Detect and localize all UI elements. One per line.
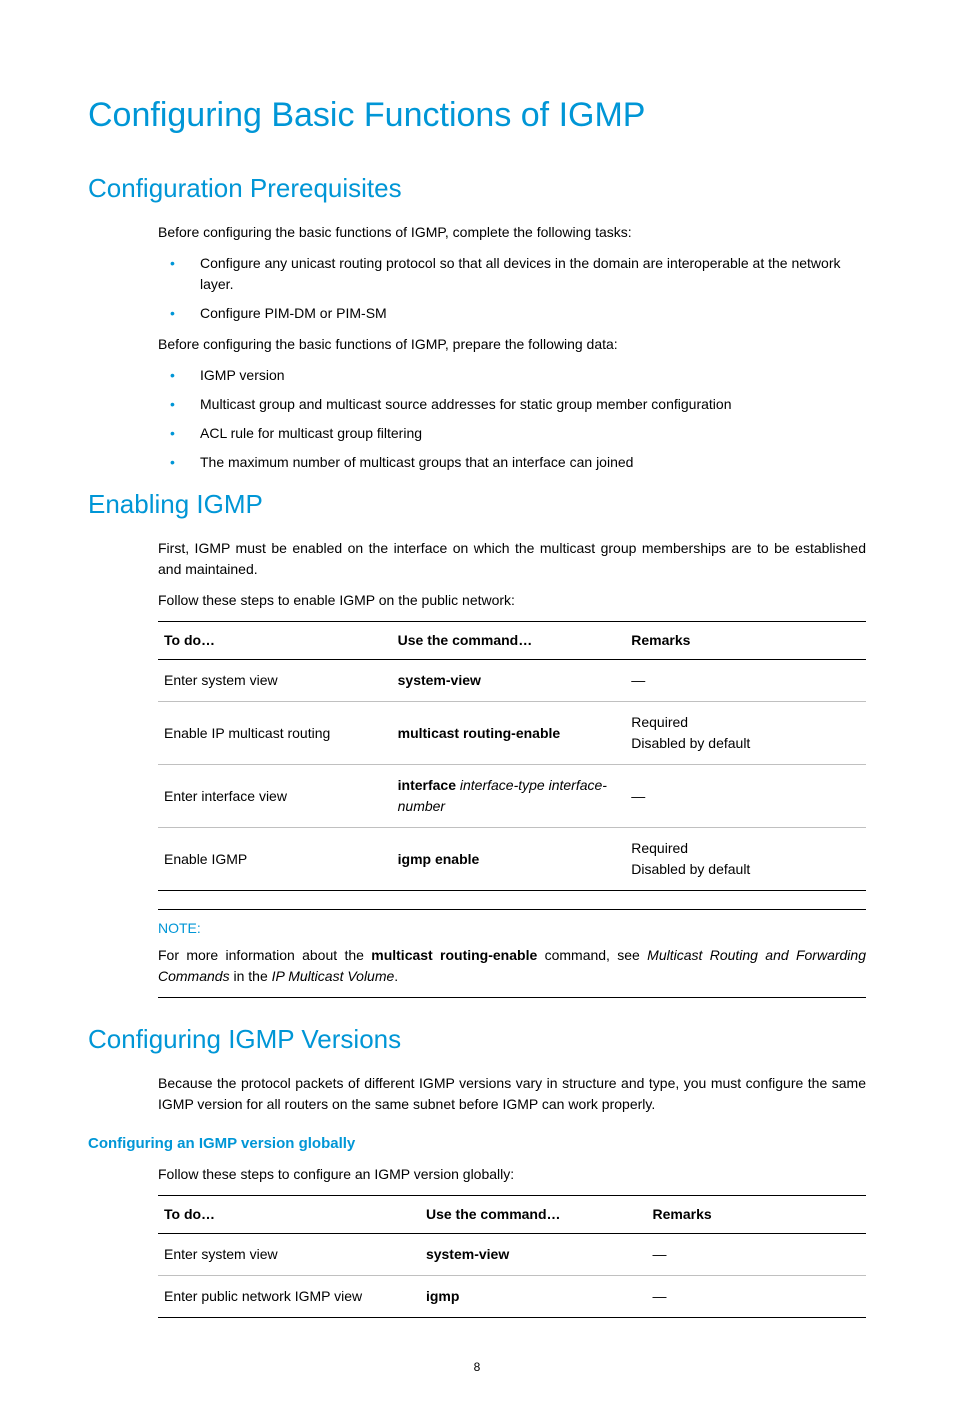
table-row: Enable IGMP igmp enable Required Disable…	[158, 828, 866, 891]
table-row: Enter interface view interface interface…	[158, 765, 866, 828]
section-3-heading: Configuring IGMP Versions	[88, 1020, 866, 1059]
table-row: Enable IP multicast routing multicast ro…	[158, 702, 866, 765]
list-item: ACL rule for multicast group filtering	[158, 423, 866, 444]
note-label: NOTE:	[158, 918, 866, 939]
table-cell: interface interface-type interface-numbe…	[392, 765, 626, 828]
section-1-heading: Configuration Prerequisites	[88, 169, 866, 208]
table-header: To do…	[158, 622, 392, 660]
page-number: 8	[88, 1358, 866, 1376]
table-row: Enter system view system-view —	[158, 660, 866, 702]
section-2-steps-label: Follow these steps to enable IGMP on the…	[158, 590, 866, 611]
list-item: IGMP version	[158, 365, 866, 386]
list-item: Multicast group and multicast source add…	[158, 394, 866, 415]
table-cell: Enter public network IGMP view	[158, 1275, 420, 1317]
table-row: Enter system view system-view —	[158, 1233, 866, 1275]
table-cell: Enable IGMP	[158, 828, 392, 891]
section-1-intro-1: Before configuring the basic functions o…	[158, 222, 866, 243]
igmp-version-table: To do… Use the command… Remarks Enter sy…	[158, 1195, 866, 1318]
section-3-steps-label: Follow these steps to configure an IGMP …	[158, 1164, 866, 1185]
note-text: For more information about the multicast…	[158, 945, 866, 987]
table-cell: —	[647, 1233, 867, 1275]
table-cell: system-view	[392, 660, 626, 702]
table-cell: —	[625, 660, 866, 702]
section-2-intro: First, IGMP must be enabled on the inter…	[158, 538, 866, 580]
table-cell: Enable IP multicast routing	[158, 702, 392, 765]
table-cell: multicast routing-enable	[392, 702, 626, 765]
table-cell: Required Disabled by default	[625, 702, 866, 765]
table-cell: —	[647, 1275, 867, 1317]
section-3-intro: Because the protocol packets of differen…	[158, 1073, 866, 1115]
section-1-intro-2: Before configuring the basic functions o…	[158, 334, 866, 355]
table-cell: Enter system view	[158, 1233, 420, 1275]
section-3-subheading: Configuring an IGMP version globally	[88, 1133, 866, 1156]
table-row: Enter public network IGMP view igmp —	[158, 1275, 866, 1317]
section-1-tasks-list: Configure any unicast routing protocol s…	[158, 253, 866, 324]
table-cell: igmp enable	[392, 828, 626, 891]
note-block: NOTE: For more information about the mul…	[158, 909, 866, 998]
section-1-data-list: IGMP version Multicast group and multica…	[158, 365, 866, 473]
table-header: Remarks	[625, 622, 866, 660]
section-2-heading: Enabling IGMP	[88, 485, 866, 524]
table-cell: Enter system view	[158, 660, 392, 702]
table-header: To do…	[158, 1195, 420, 1233]
table-cell: Enter interface view	[158, 765, 392, 828]
table-cell: —	[625, 765, 866, 828]
table-header: Use the command…	[392, 622, 626, 660]
list-item: The maximum number of multicast groups t…	[158, 452, 866, 473]
page-title: Configuring Basic Functions of IGMP	[88, 90, 866, 141]
table-cell: Required Disabled by default	[625, 828, 866, 891]
table-header: Use the command…	[420, 1195, 647, 1233]
igmp-enable-table: To do… Use the command… Remarks Enter sy…	[158, 621, 866, 891]
list-item: Configure any unicast routing protocol s…	[158, 253, 866, 295]
table-cell: system-view	[420, 1233, 647, 1275]
table-header: Remarks	[647, 1195, 867, 1233]
list-item: Configure PIM-DM or PIM-SM	[158, 303, 866, 324]
table-cell: igmp	[420, 1275, 647, 1317]
